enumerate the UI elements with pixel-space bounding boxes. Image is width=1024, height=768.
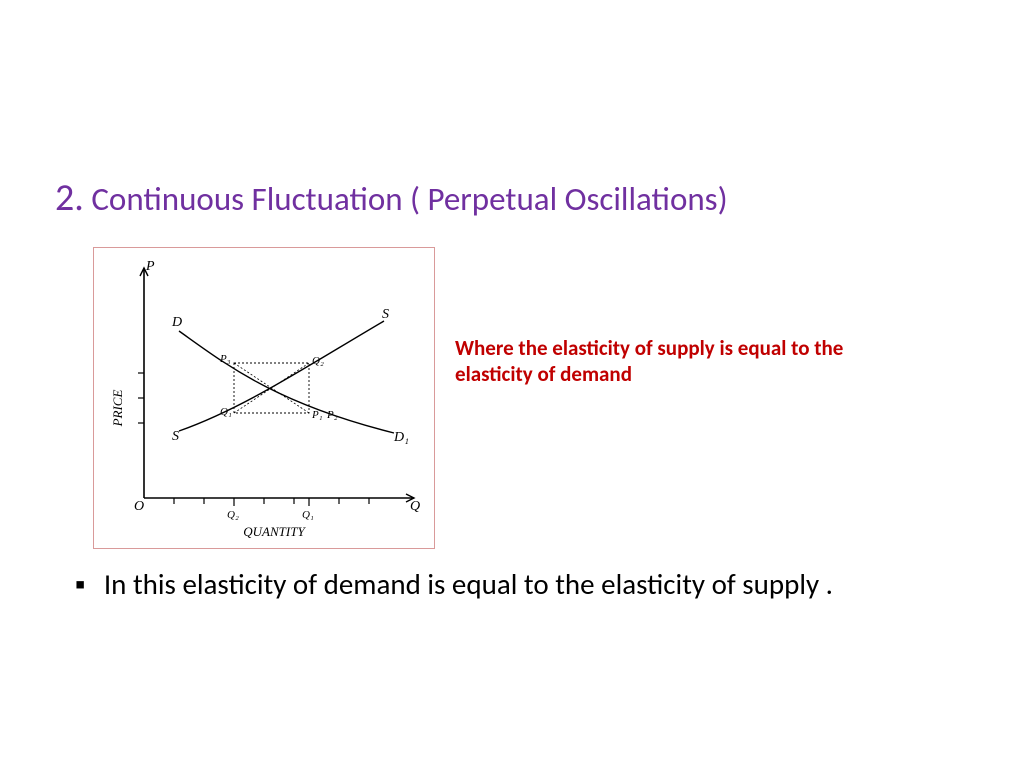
svg-text:S: S bbox=[382, 307, 389, 322]
heading-number: 2. bbox=[55, 175, 84, 221]
svg-text:O: O bbox=[134, 499, 144, 514]
svg-text:PRICE: PRICE bbox=[110, 390, 125, 428]
svg-text:Q₂: Q₂ bbox=[227, 509, 239, 521]
svg-text:Q₁: Q₁ bbox=[220, 406, 232, 418]
bullet-text: In this elasticity of demand is equal to… bbox=[104, 565, 884, 604]
svg-text:Q₂: Q₂ bbox=[312, 355, 324, 367]
supply-demand-figure: P Q O D S S D₁ P₃ Q₂ Q₁ P₁ P₂ Q₂ Q₁ PRIC… bbox=[93, 247, 435, 549]
svg-text:P₃: P₃ bbox=[219, 353, 231, 365]
svg-text:Q: Q bbox=[410, 499, 420, 514]
heading-title: Continuous Fluctuation ( Perpetual Oscil… bbox=[91, 179, 727, 219]
svg-text:S: S bbox=[172, 429, 179, 444]
svg-text:Q₁: Q₁ bbox=[302, 509, 314, 521]
svg-text:QUANTITY: QUANTITY bbox=[243, 524, 306, 539]
svg-text:D: D bbox=[171, 315, 182, 330]
slide-heading: 2. Continuous Fluctuation ( Perpetual Os… bbox=[55, 175, 728, 221]
svg-text:P₁: P₁ bbox=[311, 409, 323, 421]
figure-caption: Where the elasticity of supply is equal … bbox=[455, 335, 875, 388]
bullet-point: ▪ In this elasticity of demand is equal … bbox=[75, 565, 905, 604]
bullet-marker: ▪ bbox=[75, 565, 85, 604]
svg-text:P₂: P₂ bbox=[326, 409, 338, 421]
svg-text:P: P bbox=[145, 259, 155, 274]
svg-text:D₁: D₁ bbox=[393, 430, 409, 445]
